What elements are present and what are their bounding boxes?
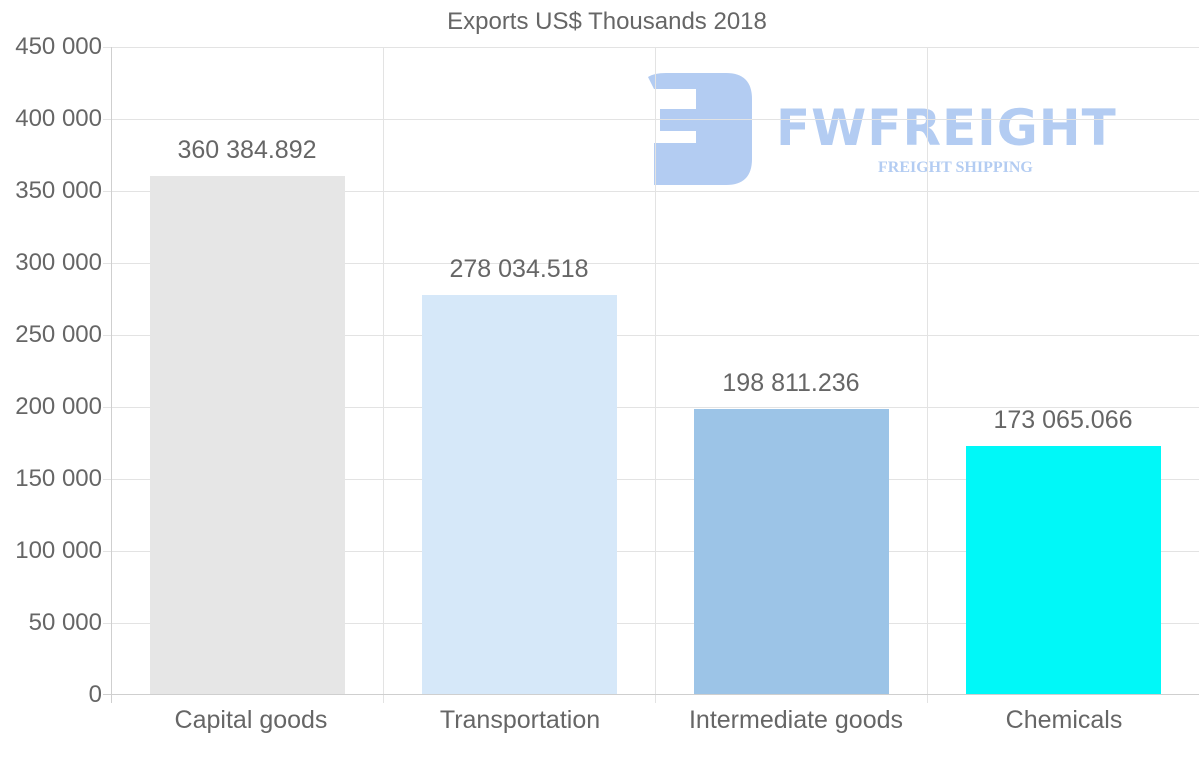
bar-chemicals[interactable] — [966, 446, 1161, 695]
y-tick: 50 000 — [28, 609, 102, 636]
y-tick: 450 000 — [15, 33, 102, 60]
x-label: Intermediate goods — [688, 706, 904, 734]
gridline — [383, 47, 384, 703]
y-tick: 250 000 — [15, 321, 102, 348]
gridline — [103, 47, 1199, 48]
y-axis — [111, 47, 112, 703]
y-tick: 200 000 — [15, 393, 102, 420]
value-label: 198 811.236 — [722, 369, 860, 397]
bar-transportation[interactable] — [422, 295, 617, 695]
plot-area: 360 384.892 278 034.518 198 811.236 173 … — [103, 47, 1199, 703]
fwfreight-watermark: FWFREIGHT FREIGHT SHIPPING — [646, 73, 1156, 188]
chart-title: Exports US$ Thousands 2018 — [447, 8, 767, 35]
y-tick: 0 — [88, 681, 102, 708]
fwfreight-logo-icon — [648, 73, 752, 185]
x-axis — [103, 694, 1199, 695]
y-tick: 400 000 — [15, 105, 102, 132]
x-label: Transportation — [439, 706, 601, 734]
watermark-tagline: FREIGHT SHIPPING — [878, 159, 1033, 176]
value-label: 278 034.518 — [449, 255, 589, 283]
watermark-brand: FWFREIGHT — [776, 99, 1117, 157]
gridline — [103, 191, 1199, 192]
value-label: 173 065.066 — [993, 406, 1133, 434]
gridline — [103, 407, 1199, 408]
gridline — [103, 623, 1199, 624]
y-tick: 350 000 — [15, 177, 102, 204]
value-label: 360 384.892 — [177, 136, 317, 164]
gridline — [103, 551, 1199, 552]
x-label: Chemicals — [1005, 706, 1123, 734]
y-tick: 150 000 — [15, 465, 102, 492]
y-tick: 300 000 — [15, 249, 102, 276]
bar-capital-goods[interactable] — [150, 176, 345, 695]
gridline — [103, 119, 1199, 120]
bar-intermediate-goods[interactable] — [694, 409, 889, 695]
gridline — [103, 263, 1199, 264]
gridline — [927, 47, 928, 703]
gridline — [103, 479, 1199, 480]
gridline — [655, 47, 656, 703]
x-label: Capital goods — [174, 706, 328, 734]
gridline — [103, 335, 1199, 336]
y-tick: 100 000 — [15, 537, 102, 564]
